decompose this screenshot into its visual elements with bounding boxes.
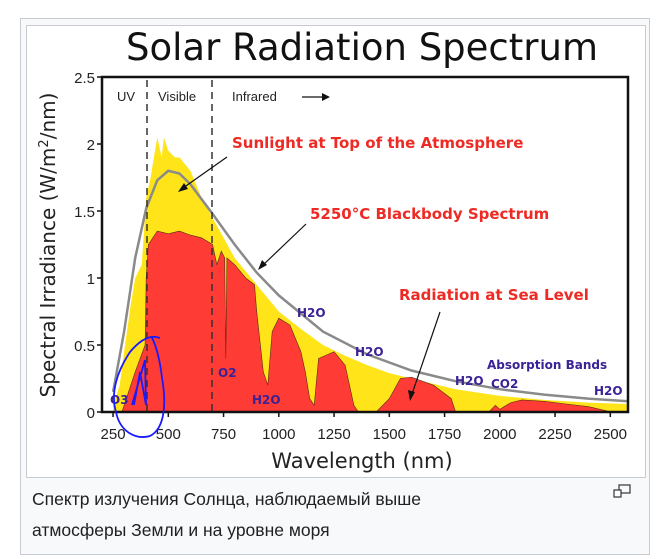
blackbody-curve bbox=[111, 169, 629, 403]
chart-title: Solar Radiation Spectrum bbox=[126, 26, 598, 69]
x-tick-label: 2000 bbox=[483, 426, 516, 443]
x-axis-label: Wavelength (nm) bbox=[271, 449, 452, 473]
x-tick-label: 2250 bbox=[538, 426, 571, 443]
caption-line: Спектр излучения Солнца, наблюдаемый выш… bbox=[32, 489, 421, 509]
annotation-blackbody: 5250°C Blackbody Spectrum bbox=[310, 205, 549, 223]
label-h2o: H2O bbox=[252, 393, 281, 407]
plot-frame bbox=[100, 75, 630, 414]
sea-level-area bbox=[121, 230, 611, 413]
region-uv: UV bbox=[117, 89, 135, 104]
x-tick-label: 750 bbox=[211, 426, 236, 443]
arrow-icon bbox=[408, 311, 441, 401]
label-co2: CO2 bbox=[491, 377, 518, 391]
label-h2o: H2O bbox=[594, 384, 623, 398]
label-h2o: H2O bbox=[355, 345, 384, 359]
blue-scribble bbox=[113, 335, 166, 438]
infrared-arrow-icon bbox=[302, 93, 330, 101]
label-o2: O2 bbox=[218, 366, 237, 380]
figure-caption: Спектр излучения Солнца, наблюдаемый выш… bbox=[32, 484, 592, 546]
arrow-icon bbox=[258, 223, 307, 270]
x-tick-label: 1000 bbox=[262, 426, 295, 443]
solar-spectrum-chart: Solar Radiation Spectrum UV Visible Infr… bbox=[36, 26, 630, 473]
annotation-toa: Sunlight at Top of the Atmosphere bbox=[232, 134, 523, 152]
y-axis-label: Spectral Irradiance (W/m2/nm) bbox=[36, 93, 60, 398]
y-tick-label: 0 bbox=[87, 405, 95, 422]
y-tick-label: 2.5 bbox=[74, 70, 95, 87]
x-tick-label: 2500 bbox=[594, 426, 627, 443]
magnify-clip-icon[interactable] bbox=[613, 484, 631, 498]
y-tick-label: 0.5 bbox=[74, 338, 95, 355]
y-tick-label: 1 bbox=[87, 271, 95, 288]
x-tick-label: 500 bbox=[156, 426, 181, 443]
x-tick-label: 1500 bbox=[373, 426, 406, 443]
x-tick-label: 1250 bbox=[317, 426, 350, 443]
y-tick-label: 1.5 bbox=[74, 204, 95, 221]
y-tick-label: 2 bbox=[87, 137, 95, 154]
arrow-icon bbox=[178, 156, 228, 192]
x-tick-label: 250 bbox=[101, 426, 126, 443]
region-infrared: Infrared bbox=[232, 89, 277, 104]
label-h2o: H2O bbox=[455, 374, 484, 388]
annotation-sea-level: Radiation at Sea Level bbox=[399, 286, 589, 304]
region-visible: Visible bbox=[158, 89, 196, 104]
caption-line: атмосферы Земли и на уровне моря bbox=[32, 520, 330, 540]
x-tick-label: 1750 bbox=[428, 426, 461, 443]
label-o3: O3 bbox=[110, 393, 129, 407]
label-absorption-bands: Absorption Bands bbox=[487, 358, 607, 372]
label-h2o: H2O bbox=[297, 306, 326, 320]
